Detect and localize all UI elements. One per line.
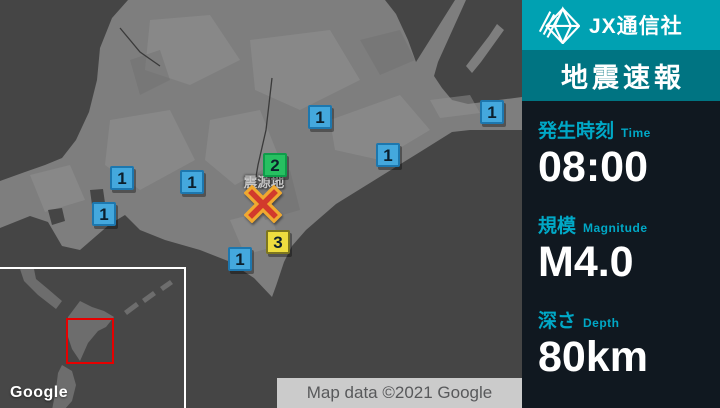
field-magnitude-label: 規模 Magnitude	[538, 216, 648, 238]
brand-name: JX通信社	[589, 15, 683, 38]
intensity-badge-2: 2	[263, 153, 287, 177]
intensity-badge-1: 1	[308, 105, 332, 129]
map-attribution: Map data ©2021 Google	[277, 378, 522, 408]
intensity-badge-1: 1	[480, 100, 504, 124]
field-magnitude: 規模 Magnitude M4.0	[538, 216, 720, 286]
alert-title: 地震速報	[561, 63, 685, 93]
info-sidebar: JX通信社 地震速報 発生時刻 Time 08:00 規模 Magnitude M4…	[522, 0, 720, 408]
brand-bar: JX通信社	[522, 0, 720, 50]
alert-title-bar: 地震速報	[522, 50, 720, 101]
intensity-badge-1: 1	[92, 202, 116, 226]
inset-map-art	[0, 269, 184, 408]
intensity-badge-1: 1	[110, 166, 134, 190]
quake-info-panel: 発生時刻 Time 08:00 規模 Magnitude M4.0 深さ Depth …	[522, 101, 720, 381]
jx-press-logo-icon	[538, 6, 580, 44]
intensity-badge-1: 1	[376, 143, 400, 167]
google-logo[interactable]: Google	[10, 384, 69, 401]
field-time-value: 08:00	[538, 142, 648, 191]
inset-viewport-rect	[66, 318, 114, 364]
field-depth-value: 80km	[538, 332, 648, 381]
intensity-badge-1: 1	[180, 170, 204, 194]
field-depth-label: 深さ Depth	[538, 311, 620, 333]
intensity-badge-1: 1	[228, 247, 252, 271]
field-time: 発生時刻 Time 08:00	[538, 121, 720, 191]
intensity-badge-3: 3	[266, 230, 290, 254]
inset-map[interactable]	[0, 267, 186, 408]
field-magnitude-value: M4.0	[538, 237, 634, 286]
epicenter-x-icon	[244, 185, 282, 223]
field-time-label: 発生時刻 Time	[538, 121, 651, 142]
field-depth: 深さ Depth 80km	[538, 311, 720, 381]
